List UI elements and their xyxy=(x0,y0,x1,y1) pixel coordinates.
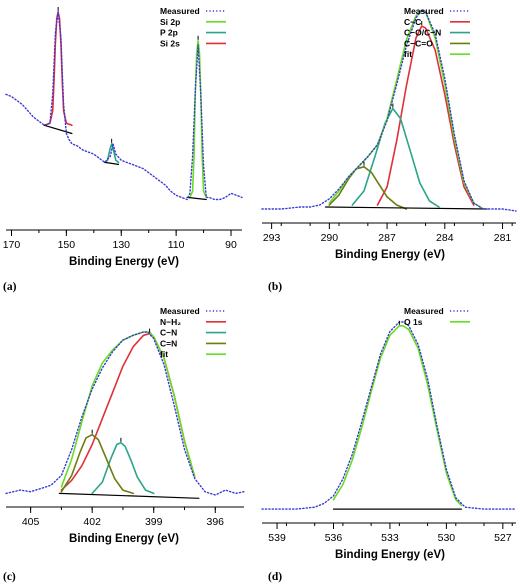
series-o-1s xyxy=(332,324,463,507)
legend-label: N−H₂ xyxy=(160,317,181,327)
legend-label: C−C xyxy=(404,17,421,27)
series-si-2p xyxy=(189,39,208,199)
series-c-n xyxy=(60,433,134,495)
x-axis-title: Binding Energy (eV) xyxy=(335,549,445,561)
x-tick-label: 399 xyxy=(145,516,163,528)
x-tick-label: 539 xyxy=(268,532,286,544)
legend-label: Measured xyxy=(404,306,444,316)
series-c-c-o xyxy=(328,166,408,210)
series-measured xyxy=(261,9,517,212)
x-tick-label: 396 xyxy=(207,516,225,528)
x-tick-label: 284 xyxy=(436,232,454,244)
x-tick-label: 405 xyxy=(22,516,40,528)
panel-b: 293 290 287 284 281 Binding Energy (eV) (b) Mea… xyxy=(261,6,517,293)
series-c-c xyxy=(376,25,475,206)
legend-label: C=N xyxy=(160,338,177,348)
series-baseline xyxy=(104,161,120,165)
x-tick-label: 536 xyxy=(325,532,343,544)
legend-label: Si 2s xyxy=(160,38,180,48)
x-tick-label: 170 xyxy=(3,239,21,251)
x-axis-title: Binding Energy (eV) xyxy=(69,533,179,545)
x-tick-label: 130 xyxy=(112,239,130,251)
panel-label: (c) xyxy=(3,571,16,583)
series-baseline xyxy=(186,196,207,201)
legend-label: C−C=O xyxy=(404,38,433,48)
legend-label: fit xyxy=(160,349,168,359)
legend-label: Measured xyxy=(404,6,444,16)
series-measured xyxy=(261,321,517,510)
x-tick-label: 110 xyxy=(168,239,185,251)
x-tick-label: 290 xyxy=(321,232,339,244)
x-tick-label: 150 xyxy=(58,239,76,251)
x-tick-label: 533 xyxy=(381,532,399,544)
series-c-o-c-n xyxy=(351,107,440,208)
series-baseline xyxy=(58,492,200,499)
legend-label: P 2p xyxy=(160,28,178,38)
x-tick-label: 402 xyxy=(83,516,101,528)
series-n-h xyxy=(60,332,196,491)
legend-label: C−N xyxy=(160,328,177,338)
x-tick-label: 287 xyxy=(378,232,396,244)
x-tick-label: 90 xyxy=(225,239,237,251)
legend-label: O 1s xyxy=(404,317,423,327)
x-axis-title: Binding Energy (eV) xyxy=(335,249,445,261)
series-measured xyxy=(5,11,243,201)
series-c-n xyxy=(91,441,155,495)
series-measured xyxy=(5,331,245,496)
x-tick-label: 281 xyxy=(494,232,512,244)
x-tick-label: 293 xyxy=(263,232,281,244)
legend-label: C−O/C−N xyxy=(404,28,441,38)
panel-d: 539 536 533 530 527 Binding Energy (eV) (d) Mea… xyxy=(261,306,517,583)
x-tick-label: 530 xyxy=(438,532,456,544)
x-axis-title: Binding Energy (eV) xyxy=(69,256,179,268)
legend-label: Measured xyxy=(160,6,200,16)
legend-label: fit xyxy=(404,49,412,59)
x-tick-label: 527 xyxy=(494,532,512,544)
panel-a: 170 150 130 110 90 Binding Energy (eV) (a) Meas… xyxy=(3,6,243,293)
legend-label: Si 2p xyxy=(160,17,180,27)
series-baseline xyxy=(324,206,488,210)
panel-label: (d) xyxy=(268,571,282,583)
panel-c: 405 402 399 396 Binding Energy (eV) (c) Measur… xyxy=(3,306,245,583)
panel-label: (b) xyxy=(268,281,282,293)
series-si-2s xyxy=(43,11,73,127)
panel-label: (a) xyxy=(3,281,17,293)
series-baseline xyxy=(43,124,73,135)
legend-label: Measured xyxy=(160,306,200,316)
